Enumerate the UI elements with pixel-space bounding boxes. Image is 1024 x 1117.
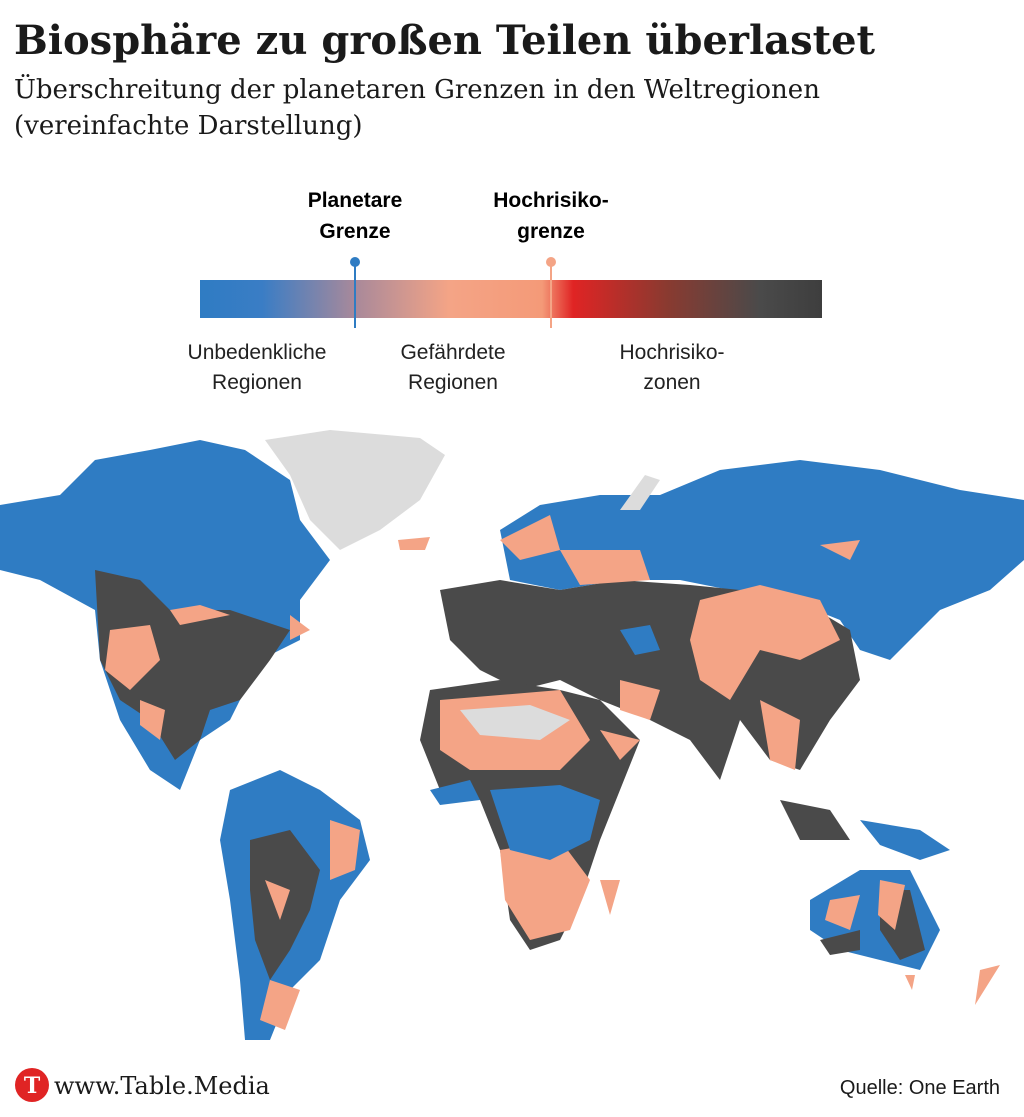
zone-label: Hochrisiko- xyxy=(619,341,724,364)
marker-dot xyxy=(546,257,556,267)
source: Quelle: One Earth xyxy=(840,1077,1000,1099)
zone-label: Gefährdete xyxy=(400,341,505,364)
marker-dot xyxy=(350,257,360,267)
subtitle: (vereinfachte Darstellung) xyxy=(14,111,363,141)
marker-label: Grenze xyxy=(319,220,390,243)
logo-circle xyxy=(15,1068,49,1102)
zone-label: Regionen xyxy=(212,371,302,394)
site[interactable]: www.Table.Media xyxy=(54,1072,270,1100)
legend: Planetare Grenze Hochrisiko- grenze Unbe… xyxy=(188,189,822,394)
zone-label: Regionen xyxy=(408,371,498,394)
zone-label: Unbedenkliche xyxy=(188,341,327,364)
subtitle: Überschreitung der planetaren Grenzen in… xyxy=(14,73,820,105)
zone-label: zonen xyxy=(643,371,700,394)
world-map xyxy=(0,430,1024,1040)
logo: T xyxy=(24,1073,41,1099)
title: Biosphäre zu großen Teilen überlastet xyxy=(14,17,876,64)
gradient-bar xyxy=(200,280,822,318)
marker-label: grenze xyxy=(517,220,585,243)
marker-label: Hochrisiko- xyxy=(493,189,609,212)
marker-label: Planetare xyxy=(308,189,403,212)
